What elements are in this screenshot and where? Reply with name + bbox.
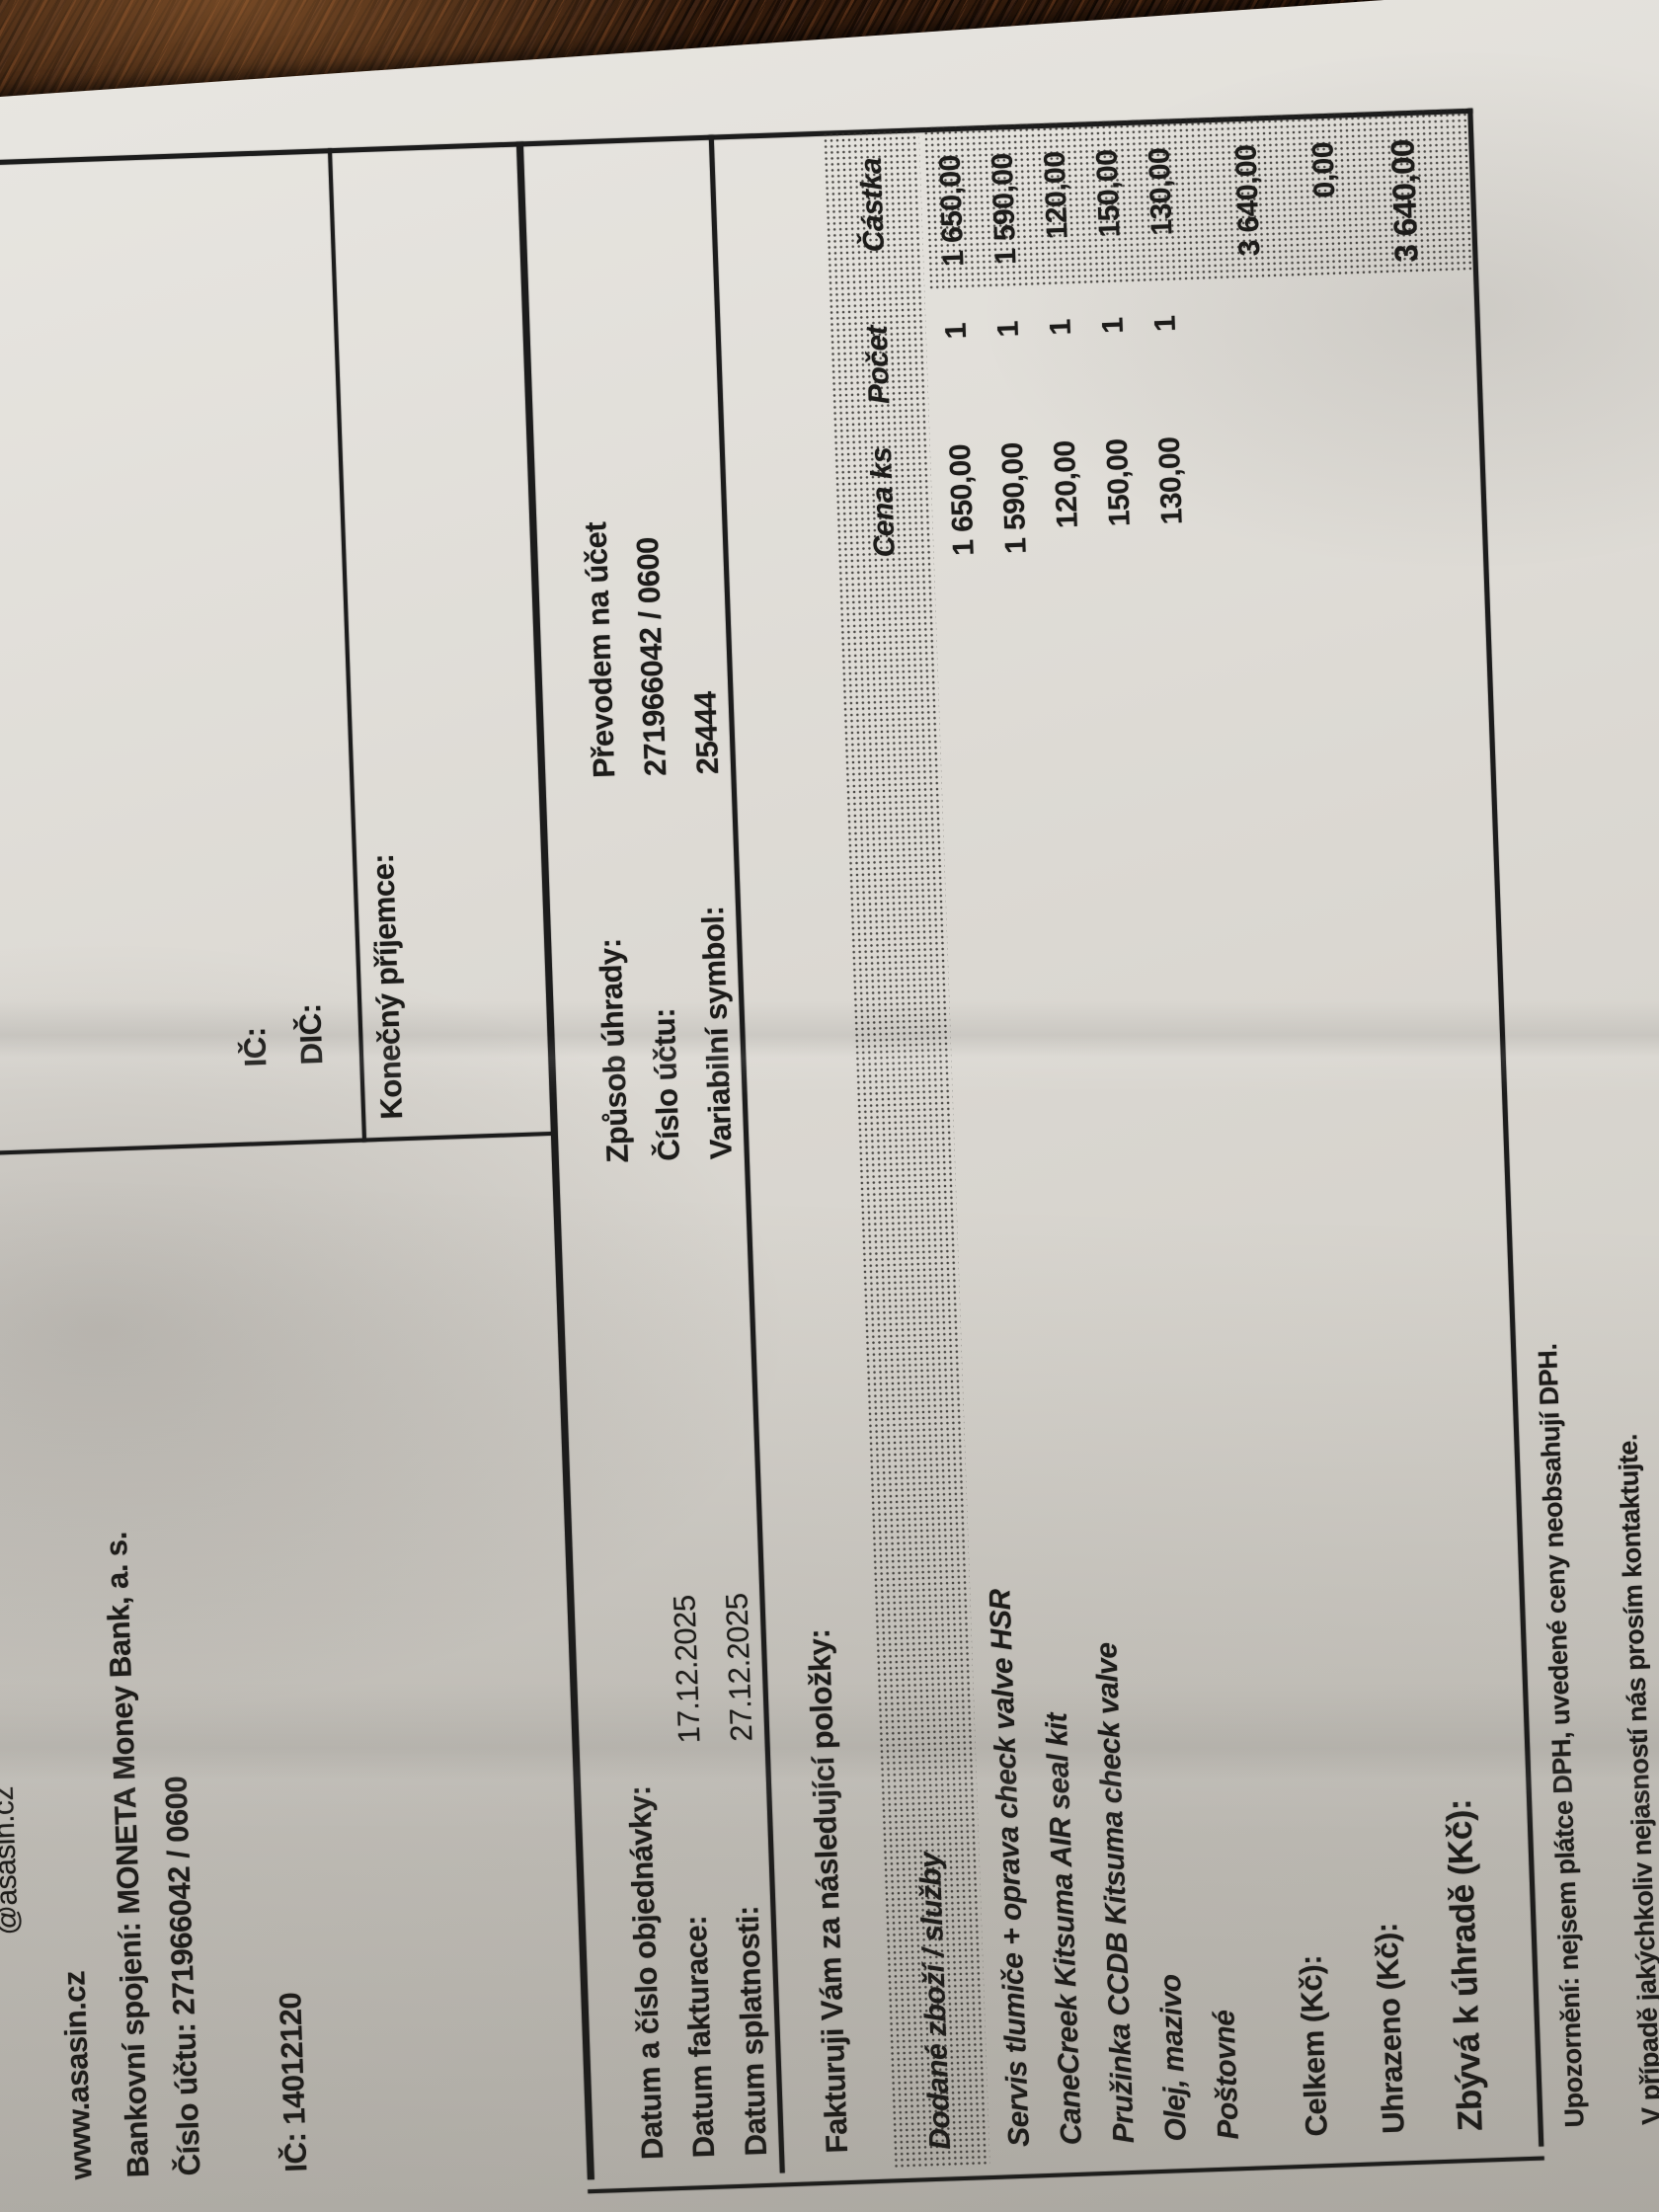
payment-method-value: Převodem na účet — [578, 521, 622, 779]
payment-method-label: Způsob úhrady: — [592, 937, 635, 1164]
invoice-intro-line: Fakturuji Vám za následující položky: — [801, 1628, 855, 2155]
item-name: Pružinka CCDB Kitsuma check valve — [1090, 1642, 1141, 2144]
recipient-dic-label: DIČ: — [292, 1003, 330, 1066]
supplier-website: www.asasin.cz — [56, 1970, 99, 2180]
supplier-bank: Bankovní spojení: MONETA Money Bank, a. … — [98, 1531, 156, 2178]
supplier-account: Číslo účtu: 271966042 / 0600 — [158, 1776, 207, 2176]
header-divider-line — [0, 1131, 555, 1156]
footer-note-contact: V případě jakýchkoliv nejasností nás pro… — [1613, 1433, 1659, 2126]
due-date-label: Datum splatnosti: — [730, 1905, 774, 2157]
variable-symbol-label: Variabilní symbol: — [694, 906, 739, 1160]
recipient-box-top-line — [327, 148, 367, 1143]
variable-symbol-value: 25444 — [687, 690, 726, 775]
footer-note-vat: Upozornění: nejsem plátce DPH, uvedené c… — [1532, 1343, 1590, 2128]
item-name: Olej, mazivo — [1154, 1973, 1193, 2143]
item-name: CaneCreek Kitsuma AIR seal kit — [1040, 1712, 1088, 2146]
item-name: Servis tlumiče + oprava check valve HSR — [984, 1588, 1037, 2148]
paid-label: Uhrazeno (Kč): — [1369, 1922, 1411, 2135]
account-value: 271966042 / 0600 — [629, 536, 673, 777]
recipient-ic-label: IČ: — [236, 1026, 274, 1067]
item-name: Poštovné — [1208, 2010, 1245, 2141]
header-section-rule — [515, 141, 594, 2180]
invoice-date-label: Datum fakturace: — [677, 1915, 722, 2159]
account-label: Číslo účtu: — [646, 1007, 686, 1162]
supplier-company-id: IČ: 14012120 — [273, 1992, 314, 2173]
final-recipient-label: Konečný příjemce: — [364, 853, 410, 1121]
amount-due-label: Zbývá k úhradě (Kč): — [1440, 1798, 1490, 2132]
total-label: Celkem (Kč): — [1293, 1954, 1334, 2138]
order-date-label: Datum a číslo objednávky: — [622, 1785, 671, 2161]
invoice-date-value: 17.12.2025 — [667, 1594, 707, 1745]
due-date-value: 27.12.2025 — [719, 1592, 759, 1743]
